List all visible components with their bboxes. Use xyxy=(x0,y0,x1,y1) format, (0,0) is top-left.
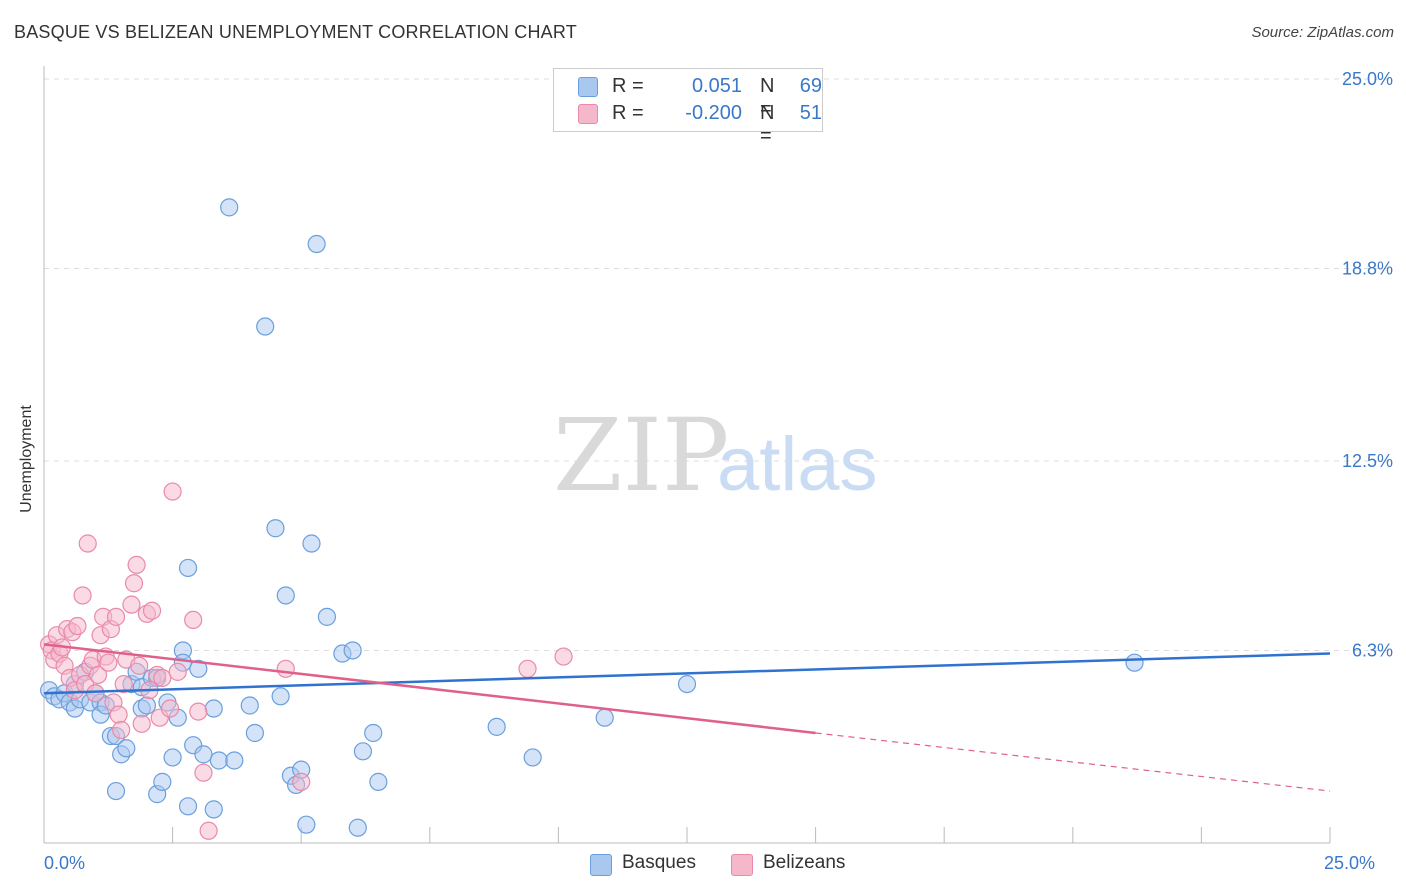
correlation-legend: R = 0.051 N = 69 R = -0.200 N = 51 xyxy=(553,68,823,147)
belizeans-point xyxy=(194,763,213,782)
belizeans-point xyxy=(114,674,133,694)
chart-title: BASQUE VS BELIZEAN UNEMPLOYMENT CORRELAT… xyxy=(14,22,577,42)
basques-trend-line xyxy=(43,652,1331,695)
y-axis-label: Unemployment xyxy=(18,405,35,513)
basques-point xyxy=(297,815,316,834)
y-tick-label: 12.5% xyxy=(1342,451,1393,471)
trend-lines xyxy=(43,643,1331,792)
belizeans-point xyxy=(518,659,537,678)
belizeans-point xyxy=(73,586,92,605)
belizeans-point xyxy=(122,595,141,614)
basques-point xyxy=(369,772,388,791)
basques-point xyxy=(595,708,614,727)
belizeans-point xyxy=(130,656,149,675)
basques-point xyxy=(276,586,295,605)
y-axis-label-wrap: Unemployment xyxy=(12,360,42,560)
belizeans-point xyxy=(68,616,87,636)
source-credit: Source: ZipAtlas.com xyxy=(1251,24,1394,41)
basques-point xyxy=(204,699,223,718)
legend-swatch-basques xyxy=(590,854,612,876)
belizeans-point xyxy=(554,647,573,666)
basques-point xyxy=(353,742,373,761)
basques-point xyxy=(245,723,265,743)
basques-point xyxy=(266,519,285,538)
belizeans-point xyxy=(99,653,118,672)
y-tick-label: 18.8% xyxy=(1342,258,1393,278)
basques-point xyxy=(204,800,223,819)
watermark-atlas: atlas xyxy=(717,422,878,507)
legend-n-label: N = xyxy=(760,102,775,147)
basques-point xyxy=(209,751,228,770)
basques-point xyxy=(163,748,182,767)
y-tick-labels: 6.3% 12.5% 18.8% 25.0% xyxy=(1342,69,1393,660)
belizeans-point xyxy=(124,574,144,593)
belizeans-point xyxy=(109,705,128,724)
belizeans-point xyxy=(112,720,131,740)
belizeans-point xyxy=(106,607,126,626)
legend-swatch-belizeans xyxy=(731,854,753,876)
belizeans-point xyxy=(160,699,180,718)
belizeans-point xyxy=(86,684,105,703)
basques-point xyxy=(364,723,383,743)
belizeans-point xyxy=(199,821,218,840)
x-tick-max: 25.0% xyxy=(1324,853,1376,873)
basques-point xyxy=(523,748,542,767)
legend-n-label: N = xyxy=(760,75,775,120)
data-points xyxy=(40,198,1144,840)
belizeans-trend-line xyxy=(43,643,816,735)
y-tick-label: 6.3% xyxy=(1352,640,1393,660)
grid xyxy=(44,78,1392,651)
legend-swatch-belizeans xyxy=(578,104,598,124)
basques-point xyxy=(225,751,244,770)
y-tick-label: 25.0% xyxy=(1342,69,1393,89)
basques-point xyxy=(307,234,326,254)
legend-r-value: -0.200 xyxy=(685,102,742,124)
legend-r-value: 0.051 xyxy=(691,75,742,97)
belizeans-point xyxy=(189,702,208,721)
watermark-zip: ZIP xyxy=(553,397,729,514)
basques-point xyxy=(343,641,362,660)
belizeans-point xyxy=(127,555,146,575)
belizeans-point xyxy=(163,482,182,501)
basques-point xyxy=(1125,653,1144,672)
legend-label-basques: Basques xyxy=(622,852,696,873)
basques-point xyxy=(194,745,213,764)
basques-point xyxy=(240,696,259,715)
belizeans-point xyxy=(153,668,172,688)
basques-point xyxy=(117,739,136,758)
belizeans-point xyxy=(168,662,187,681)
x-tick-min: 0.0% xyxy=(44,853,86,873)
basques-point xyxy=(178,797,198,816)
basques-point xyxy=(317,607,337,626)
basques-point xyxy=(189,659,208,678)
belizeans-point xyxy=(142,601,162,620)
legend-n-value: 69 xyxy=(799,75,822,97)
legend-r-label: R = xyxy=(612,75,650,97)
basques-point xyxy=(256,317,275,336)
legend-label-belizeans: Belizeans xyxy=(763,852,846,873)
basques-point xyxy=(487,717,506,736)
basques-point xyxy=(677,674,697,694)
basques-point xyxy=(220,198,239,217)
legend-swatch-basques xyxy=(578,77,598,97)
basques-point xyxy=(153,772,172,791)
legend-r-label: R = xyxy=(612,102,650,124)
legend-n-value: 51 xyxy=(799,102,822,124)
basques-point xyxy=(178,558,198,578)
belizeans-point xyxy=(184,610,203,630)
belizeans-trend-extension xyxy=(815,732,1331,792)
belizeans-point xyxy=(292,772,311,791)
basques-point xyxy=(302,534,321,553)
basques-point xyxy=(348,818,367,837)
belizeans-point xyxy=(78,534,97,553)
axes xyxy=(43,66,1331,844)
belizeans-point xyxy=(276,659,295,678)
belizeans-point xyxy=(132,714,151,733)
belizeans-point xyxy=(88,665,108,685)
basques-point xyxy=(106,781,126,801)
basques-point xyxy=(137,696,156,715)
basques-point xyxy=(271,687,290,706)
